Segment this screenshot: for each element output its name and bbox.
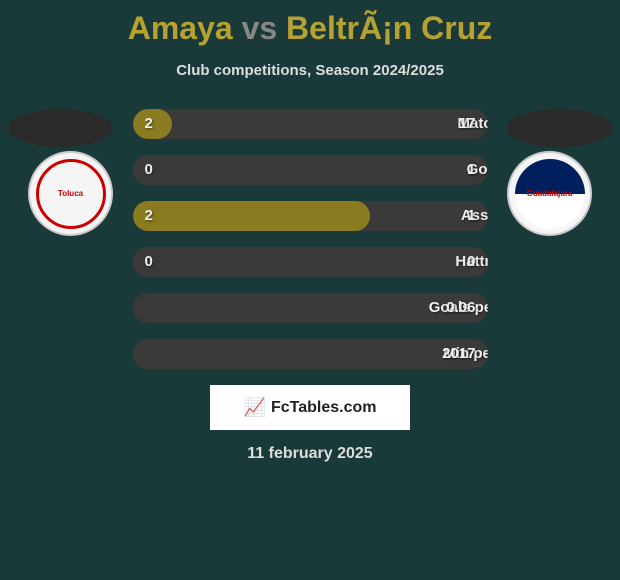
subtitle: Club competitions, Season 2024/2025 xyxy=(0,62,620,79)
stat-value-right: 17 xyxy=(459,109,476,139)
club-logo-right-inner: Guadalajara xyxy=(515,159,585,229)
title-right-name: BeltrÃ¡n Cruz xyxy=(286,10,492,46)
stat-row-assists: 2 Assists 1 xyxy=(133,201,488,231)
stat-row-matches: 2 Matches 17 xyxy=(133,109,488,139)
page-title: Amaya vs BeltrÃ¡n Cruz xyxy=(0,10,620,47)
stat-label: Goals xyxy=(310,155,488,185)
comparison-area: Toluca Guadalajara 2 Matches 17 0 Goals … xyxy=(0,109,620,463)
club-logo-right: Guadalajara xyxy=(507,151,592,236)
brand-text: FcTables.com xyxy=(271,399,377,417)
stat-value-right: 0 xyxy=(467,247,475,277)
stat-row-goals: 0 Goals 1 xyxy=(133,155,488,185)
stat-row-hattricks: 0 Hattricks 0 xyxy=(133,247,488,277)
stat-value-right: 2017 xyxy=(442,339,475,369)
stat-value-left: 0 xyxy=(145,155,153,185)
player-silhouette-left xyxy=(8,109,113,147)
stat-value-right: 1 xyxy=(467,155,475,185)
club-logo-left: Toluca xyxy=(28,151,113,236)
stat-value-right: 0.06 xyxy=(446,293,475,323)
stats-rows: 2 Matches 17 0 Goals 1 2 Assists 1 0 Hat… xyxy=(133,109,488,369)
stat-label: Assists xyxy=(310,201,488,231)
stat-row-goals-per-match: Goals per match 0.06 xyxy=(133,293,488,323)
club-logo-left-inner: Toluca xyxy=(36,159,106,229)
main-container: Amaya vs BeltrÃ¡n Cruz Club competitions… xyxy=(0,0,620,473)
stat-value-left: 0 xyxy=(145,247,153,277)
stat-label: Hattricks xyxy=(310,247,488,277)
stat-value-left: 2 xyxy=(145,201,153,231)
title-left-name: Amaya xyxy=(128,10,233,46)
player-silhouette-right xyxy=(507,109,612,147)
stat-value-right: 1 xyxy=(467,201,475,231)
stat-row-min-per-goal: Min per goal 2017 xyxy=(133,339,488,369)
date-text: 11 february 2025 xyxy=(0,445,620,463)
brand-box[interactable]: 📈 FcTables.com xyxy=(210,385,410,430)
chart-icon: 📈 xyxy=(244,397,266,418)
stat-value-left: 2 xyxy=(145,109,153,139)
title-vs: vs xyxy=(242,10,278,46)
